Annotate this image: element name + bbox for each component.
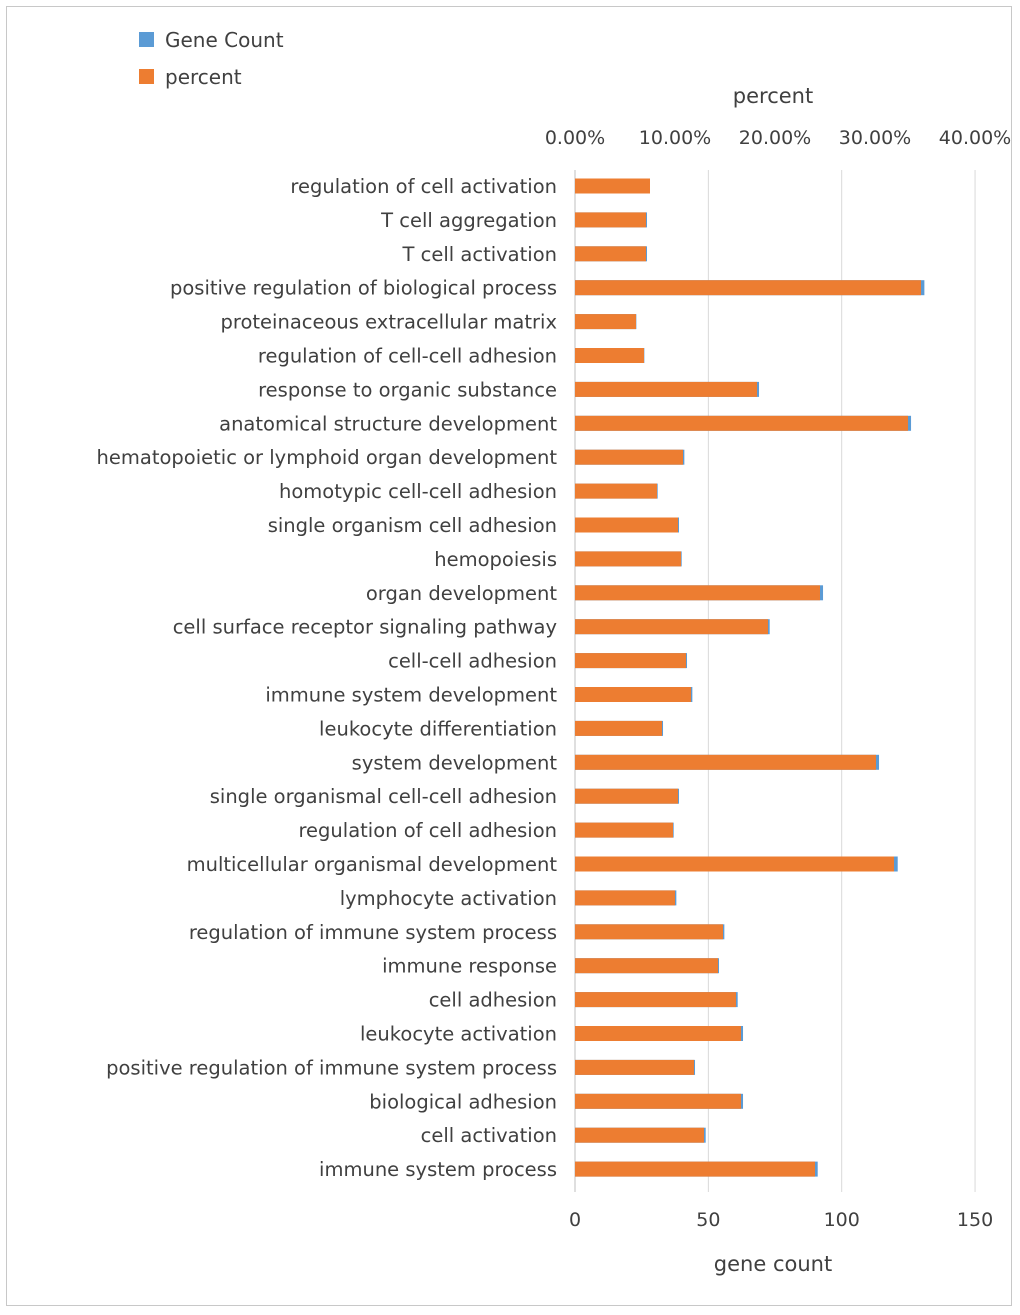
category-label: immune response (382, 955, 557, 978)
category-label: lymphocyte activation (340, 887, 557, 910)
category-label: cell-cell adhesion (388, 650, 557, 673)
bottom-axis-tick-label: 150 (957, 1209, 993, 1231)
legend-label: Gene Count (165, 28, 284, 52)
category-label: anatomical structure development (219, 412, 557, 435)
percent-bar (575, 788, 678, 804)
category-label: cell adhesion (429, 989, 557, 1012)
percent-bar (575, 381, 757, 397)
category-label: hemopoiesis (434, 548, 557, 571)
category-label: homotypic cell-cell adhesion (279, 480, 557, 503)
category-label: T cell activation (402, 243, 557, 266)
percent-bar (575, 822, 673, 838)
top-axis-tick-label: 40.00% (939, 127, 1011, 149)
bottom-axis-title: gene count (714, 1252, 832, 1276)
category-label: biological adhesion (369, 1090, 557, 1113)
percent-bar (575, 856, 894, 872)
top-axis-title: percent (733, 84, 813, 108)
category-label: T cell aggregation (380, 209, 557, 232)
category-label: single organismal cell-cell adhesion (210, 785, 557, 808)
category-label: leukocyte activation (360, 1023, 557, 1046)
category-label: positive regulation of immune system pro… (106, 1056, 557, 1079)
category-label: positive regulation of biological proces… (170, 277, 557, 300)
percent-bar (575, 280, 921, 296)
percent-bar (575, 483, 657, 499)
percent-bar (575, 415, 908, 431)
percent-bar (575, 958, 718, 974)
percent-bar (575, 314, 636, 330)
percent-bar (575, 720, 662, 736)
chart-frame (6, 6, 1012, 1306)
percent-bar (575, 1127, 704, 1143)
percent-bar (575, 449, 683, 465)
percent-bar (575, 890, 675, 906)
percent-bar (575, 619, 768, 635)
percent-bar (575, 348, 644, 363)
category-label: proteinaceous extracellular matrix (221, 311, 558, 334)
percent-bar (575, 585, 820, 601)
bottom-axis-tick-label: 100 (824, 1209, 860, 1231)
percent-bar (575, 992, 736, 1008)
category-label: organ development (366, 582, 557, 605)
percent-bar (575, 653, 686, 669)
category-label: regulation of immune system process (189, 921, 557, 944)
percent-bar (575, 551, 681, 567)
percent-bar (575, 754, 876, 770)
percent-bar (575, 517, 678, 533)
percent-bar (575, 924, 723, 940)
top-axis-tick-label: 0.00% (545, 127, 605, 149)
category-label: regulation of cell-cell adhesion (258, 345, 557, 368)
category-label: cell surface receptor signaling pathway (173, 616, 557, 639)
bottom-axis-tick-label: 50 (696, 1209, 720, 1231)
percent-bar (575, 246, 646, 262)
top-axis-tick-label: 20.00% (739, 127, 811, 149)
legend-swatch (139, 32, 154, 47)
percent-bar (575, 1059, 694, 1075)
category-label: cell activation (421, 1124, 557, 1147)
category-label: immune system process (319, 1158, 557, 1181)
category-label: regulation of cell adhesion (298, 819, 557, 842)
bottom-axis-tick-label: 0 (569, 1209, 581, 1231)
category-label: hematopoietic or lymphoid organ developm… (97, 446, 558, 469)
percent-bar (575, 687, 691, 702)
percent-bar (575, 212, 646, 228)
category-label: regulation of cell activation (290, 175, 557, 198)
percent-bar (575, 178, 650, 194)
percent-bar (575, 1161, 815, 1177)
top-axis-tick-label: 10.00% (639, 127, 711, 149)
percent-bar (575, 1093, 741, 1109)
top-axis-tick-label: 30.00% (839, 127, 911, 149)
category-label: multicellular organismal development (187, 853, 558, 876)
category-label: system development (352, 751, 558, 774)
legend-label: percent (165, 65, 242, 89)
percent-bar (575, 1026, 741, 1041)
category-label: immune system development (265, 684, 557, 707)
category-label: response to organic substance (258, 378, 557, 401)
category-label: leukocyte differentiation (319, 717, 557, 740)
category-label: single organism cell adhesion (268, 514, 557, 537)
legend-swatch (139, 69, 154, 84)
